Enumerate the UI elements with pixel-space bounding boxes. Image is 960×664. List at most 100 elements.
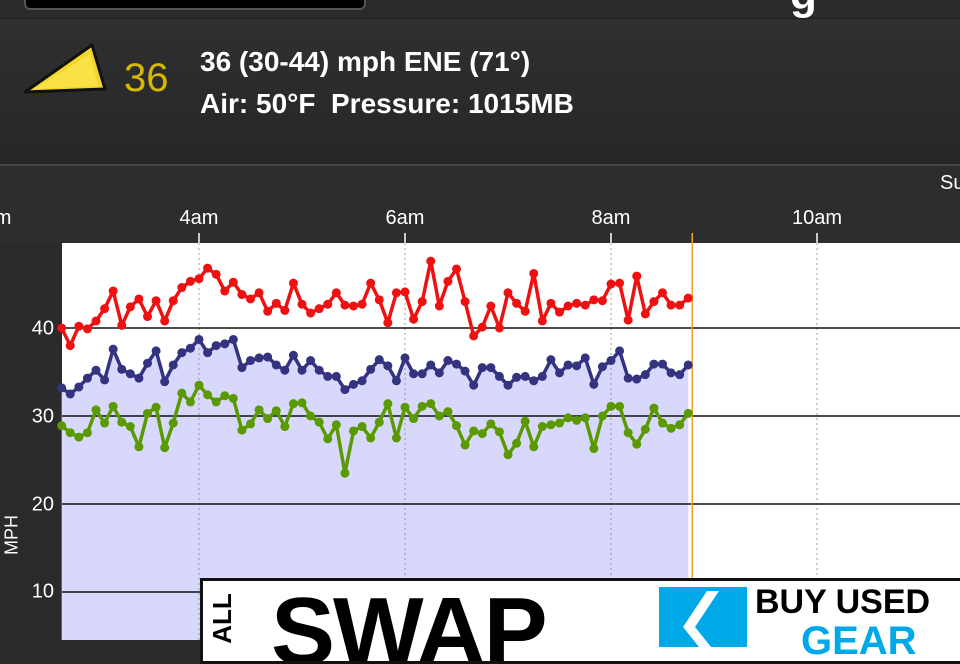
average-fill: [61, 339, 689, 640]
average-point: [168, 360, 178, 370]
average-point: [520, 371, 530, 381]
lull-point: [306, 411, 316, 421]
average-point: [486, 363, 496, 373]
gust-point: [572, 298, 582, 308]
average-point: [349, 379, 358, 389]
y-tick-label: 10: [31, 580, 54, 603]
lull-point: [185, 397, 195, 407]
ad-banner[interactable]: ALL SWAP BUY USED GEAR: [200, 578, 960, 664]
gust-point: [65, 341, 75, 351]
average-point: [555, 368, 564, 378]
average-point: [323, 371, 333, 381]
lull-point: [426, 399, 436, 409]
lull-point: [323, 434, 333, 444]
lull-point: [100, 418, 110, 428]
gust-point: [374, 295, 384, 305]
average-point: [271, 360, 281, 370]
average-point: [469, 380, 479, 390]
gust-point: [349, 301, 358, 311]
gust-point: [280, 305, 290, 315]
corner-label: Su: [940, 172, 960, 194]
gust-point: [426, 256, 436, 266]
average-point: [177, 348, 187, 358]
average-point: [237, 363, 247, 373]
gust-point: [563, 301, 573, 311]
lull-point: [391, 433, 401, 443]
gust-point: [134, 294, 144, 304]
lull-point: [228, 393, 238, 403]
gust-point: [57, 323, 67, 333]
ad-line2: GEAR: [801, 619, 917, 663]
gust-point: [323, 299, 333, 309]
gust-point: [117, 320, 127, 330]
gust-point: [520, 306, 530, 316]
lull-point: [417, 401, 427, 411]
top-search-field[interactable]: [24, 0, 366, 10]
average-point: [632, 374, 642, 384]
lull-point: [640, 424, 650, 434]
average-point: [203, 348, 213, 358]
average-point: [494, 371, 504, 381]
average-point: [246, 356, 255, 366]
gust-point: [537, 316, 547, 326]
lull-point: [555, 418, 564, 428]
lull-point: [357, 422, 367, 432]
average-point: [649, 359, 659, 369]
gust-point: [477, 322, 487, 332]
lull-point: [288, 399, 298, 409]
lull-point: [280, 422, 290, 432]
lull-point: [314, 417, 324, 427]
average-point: [572, 361, 582, 371]
lull-point: [254, 405, 264, 415]
gust-point: [658, 288, 667, 298]
gust-point: [185, 276, 195, 286]
lull-point: [168, 418, 178, 428]
gust-point: [666, 300, 676, 310]
x-tick-label: 10am: [791, 207, 843, 229]
gust-point: [400, 287, 410, 297]
gust-point: [632, 271, 642, 281]
gust-point: [546, 298, 556, 308]
gust-point: [177, 283, 187, 293]
average-point: [91, 365, 101, 375]
lull-point: [349, 426, 358, 436]
x-tick-label: 4am: [179, 207, 219, 229]
x-tick-label: 8am: [591, 207, 631, 229]
average-point: [134, 373, 144, 383]
lull-point: [151, 402, 161, 412]
average-point: [658, 359, 667, 369]
lull-point: [460, 440, 470, 450]
average-point: [391, 376, 401, 386]
lull-point: [383, 399, 393, 409]
average-point: [683, 360, 693, 370]
lull-point: [74, 432, 84, 442]
gust-point: [91, 316, 101, 326]
gust-point: [340, 300, 350, 310]
average-point: [434, 368, 444, 378]
lull-point: [125, 422, 135, 432]
gust-point: [237, 290, 247, 300]
gust-point: [469, 331, 479, 341]
gust-point: [82, 324, 92, 334]
lull-point: [91, 405, 101, 415]
gust-point: [555, 307, 564, 317]
chevron-left-icon: [659, 587, 747, 647]
gust-point: [314, 304, 324, 314]
gust-point: [486, 301, 496, 311]
lull-point: [606, 401, 616, 411]
lull-point: [160, 443, 170, 453]
gust-point: [254, 288, 264, 298]
lull-point: [580, 413, 590, 423]
average-point: [383, 361, 393, 371]
ad-vertical-text: ALL: [206, 593, 237, 644]
average-point: [563, 360, 573, 370]
ad-line1: BUY USED: [755, 583, 931, 621]
lull-point: [366, 433, 376, 443]
air-pressure: Air: 50°F Pressure: 1015MB: [200, 88, 574, 119]
average-point: [82, 373, 92, 383]
gust-point: [228, 277, 238, 287]
gust-point: [675, 300, 685, 310]
gust-point: [203, 263, 213, 273]
lull-point: [589, 444, 599, 454]
gust-point: [125, 302, 135, 312]
